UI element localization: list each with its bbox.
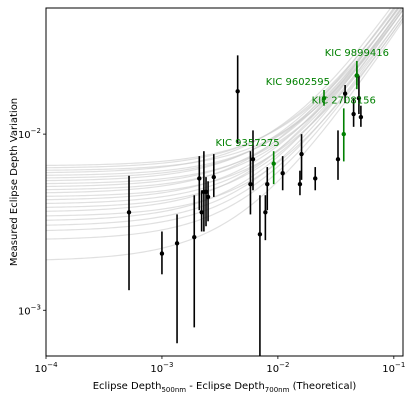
data-point-10 (235, 89, 240, 94)
x-tick-label-2: 10−2 (266, 361, 289, 375)
annotation-label-1: KIC 9602595 (266, 77, 330, 88)
data-point-21 (342, 91, 348, 96)
model-curve-12 (46, 9, 403, 185)
data-points (126, 73, 364, 256)
data-point-17 (297, 181, 303, 187)
data-point-12 (250, 157, 256, 162)
data-point-24 (356, 95, 362, 101)
data-point-11 (248, 181, 253, 187)
x-axis-label: Eclipse Depth500nm - Eclipse Depth700nm … (93, 381, 357, 394)
model-curve-14 (46, 8, 400, 179)
model-curve-8 (46, 14, 403, 197)
model-curve-19 (46, 8, 400, 167)
x-tick-label-1: 10−3 (150, 361, 173, 375)
model-curve-20 (46, 20, 403, 261)
model-curve-0 (46, 14, 403, 232)
data-point-13 (257, 232, 263, 237)
highlight-point-1 (321, 95, 327, 101)
highlight-point-2 (341, 131, 346, 137)
model-curve-3 (46, 18, 403, 217)
model-curve-5 (46, 9, 403, 208)
annotations: KIC 9357275 KIC 9602595 KIC 2708156 KIC 989… (215, 48, 389, 149)
model-curve-18 (46, 8, 397, 169)
data-point-2 (174, 241, 180, 246)
model-curve-21 (46, 17, 403, 240)
data-point-22 (351, 111, 356, 117)
data-point-25 (358, 114, 364, 120)
plot-frame (45, 7, 404, 357)
x-axis-ticks: 10−4 10−3 10−2 10−1 (34, 356, 405, 375)
data-point-3 (192, 234, 197, 240)
highlight-point-3 (354, 73, 360, 78)
model-curve-7 (46, 8, 399, 201)
model-curve-13 (46, 8, 396, 182)
model-curves (46, 8, 403, 261)
model-curve-10 (46, 8, 403, 191)
data-point-19 (313, 176, 318, 181)
x-tick-label-0: 10−4 (34, 361, 58, 375)
data-point-1 (159, 251, 165, 256)
data-point-5 (199, 210, 204, 215)
data-point-9 (211, 174, 216, 180)
annotation-label-2: KIC 2708156 (312, 95, 376, 106)
annotation-label-3: KIC 9899416 (325, 48, 389, 59)
model-curve-2 (46, 8, 402, 221)
data-point-0 (126, 210, 132, 215)
model-curve-15 (46, 8, 403, 176)
data-point-7 (203, 189, 209, 195)
model-curve-17 (46, 9, 403, 171)
data-point-18 (299, 151, 304, 157)
x-tick-label-3: 10−1 (382, 361, 405, 375)
y-tick-label-0: 10−3 (18, 303, 41, 317)
annotation-label-0: KIC 9357275 (215, 138, 279, 149)
data-point-4 (197, 176, 202, 181)
data-point-14 (263, 210, 268, 215)
data-point-15 (265, 181, 270, 187)
y-tick-label-1: 10−2 (18, 127, 41, 141)
data-point-8 (205, 194, 211, 200)
highlight-point-0 (271, 161, 276, 166)
model-curve-16 (46, 8, 392, 174)
y-axis-ticks: 10−3 10−2 (18, 127, 46, 317)
y-axis-label: Measured Eclipse Depth Variation (9, 98, 20, 266)
data-point-20 (335, 157, 341, 162)
data-point-16 (280, 170, 285, 176)
